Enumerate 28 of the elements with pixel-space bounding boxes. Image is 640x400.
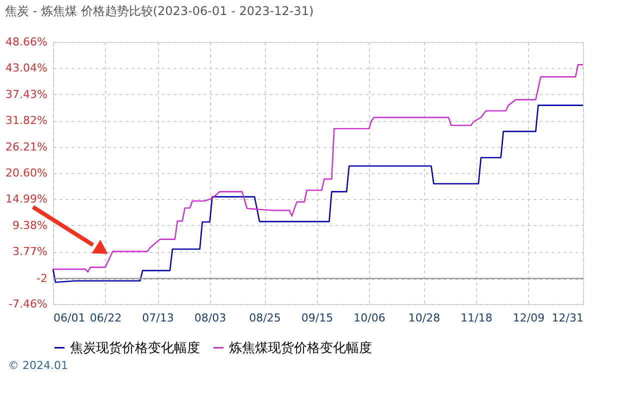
x-tick-label: 10/06 [354,312,386,324]
x-tick-label: 12/31 [552,312,584,324]
text: © 2024.01 [8,359,68,372]
x-tick-label: 10/28 [408,312,440,324]
x-tick-label: 08/25 [249,312,281,324]
y-tick-label: 9.38% [12,218,48,232]
y-tick-label: 43.04% [6,62,48,75]
x-tick-label: 08/03 [194,312,226,324]
y-tick-label: -7.46% [8,298,48,310]
y-tick-label: 31.82% [6,114,48,128]
legend-label: 炼焦煤现货价格变化幅度 [229,340,372,356]
x-tick-label: 07/13 [142,312,174,324]
x-tick-label: 09/15 [301,312,334,324]
x-tick-label: 12/09 [512,312,545,324]
y-tick-label: -2 [36,272,48,286]
x-tick-label: 06/22 [90,312,122,324]
y-tick-label: 20.60% [6,166,48,180]
y-tick-label: 3.77% [12,245,48,258]
y-tick-label: 14.99% [6,192,48,206]
chart-title: 焦炭 - 炼焦煤 价格趋势比较(2023-06-01 - 2023-12-31) [5,4,314,18]
x-tick-label: 06/01 [54,312,86,324]
line-series [52,104,584,283]
y-tick-label: 26.21% [6,140,48,154]
x-tick-label: 11/18 [460,312,492,324]
y-tick-label: 37.43% [6,88,48,101]
line-series [52,64,584,273]
y-tick-label: 48.66% [6,36,48,48]
legend-label: 焦炭现货价格变化幅度 [70,340,200,356]
